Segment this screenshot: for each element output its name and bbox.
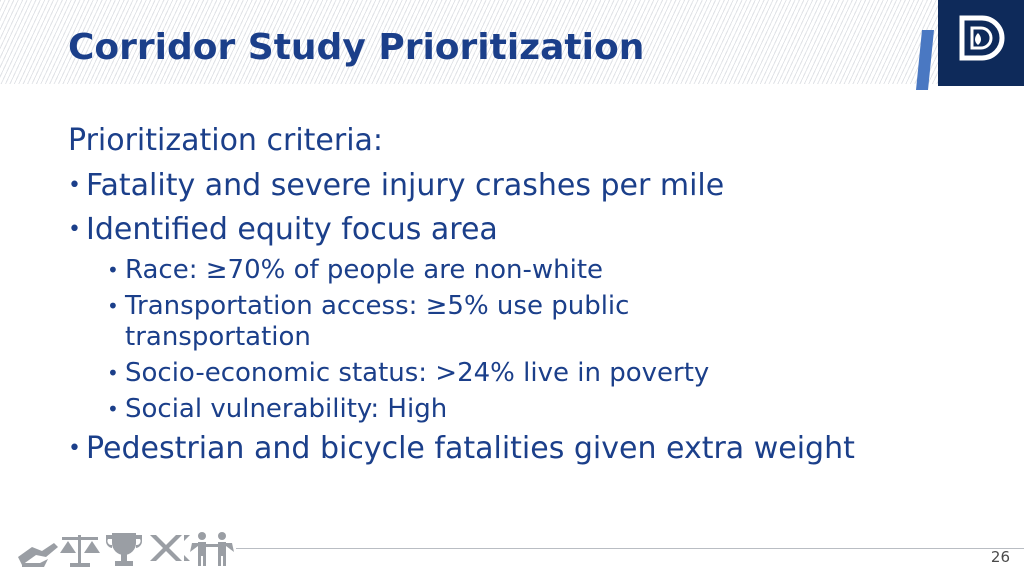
page-number: 26 [990,548,1010,566]
people-icon [190,532,234,566]
slide-body: Prioritization criteria: • Fatality and … [68,120,855,469]
footer-divider [236,548,1024,549]
footer-value-icons [16,527,236,571]
subcriterion-race: • Race: ≥70% of people are non-white [68,255,855,286]
criteria-list: • Fatality and severe injury crashes per… [68,166,855,469]
equity-subcriteria-group: • Race: ≥70% of people are non-white • T… [68,255,855,425]
bullet-icon: • [68,173,81,198]
subcriterion-vulnerability: • Social vulnerability: High [68,394,855,425]
subcriterion-text: Socio-economic status: >24% live in pove… [125,358,710,388]
subcriterion-text: Race: ≥70% of people are non-white [125,255,604,285]
subcriterion-socioeconomic: • Socio-economic status: >24% live in po… [68,358,855,389]
header-band [0,0,1024,84]
criterion-text: Pedestrian and bicycle fatalities given … [86,431,855,466]
subcriterion-transportation: • Transportation access: ≥5% use public … [68,291,745,353]
scales-icon [60,535,100,567]
slide-title: Corridor Study Prioritization [68,27,645,68]
subcriterion-text: Social vulnerability: High [125,394,448,424]
bullet-icon: • [68,217,81,242]
equity-subcriteria-list: • Race: ≥70% of people are non-white • T… [68,255,855,425]
denver-d-logo-icon [916,0,1024,96]
bullet-icon: • [68,436,81,461]
bullet-icon: • [107,397,119,421]
criterion-equity: • Identified equity focus area [68,210,855,250]
criterion-ped-bike: • Pedestrian and bicycle fatalities give… [68,429,855,469]
trophy-icon [105,533,143,566]
bullet-icon: • [107,258,119,282]
criterion-crashes: • Fatality and severe injury crashes per… [68,166,855,206]
criterion-text: Fatality and severe injury crashes per m… [86,168,725,203]
criteria-heading: Prioritization criteria: [68,123,384,158]
handshake-icon [18,543,58,567]
x-pattern-icon [150,535,190,561]
subcriterion-text: Transportation access: ≥5% use public tr… [125,291,630,352]
bullet-icon: • [107,361,119,385]
bullet-icon: • [107,294,119,318]
criterion-text: Identified equity focus area [86,212,498,247]
